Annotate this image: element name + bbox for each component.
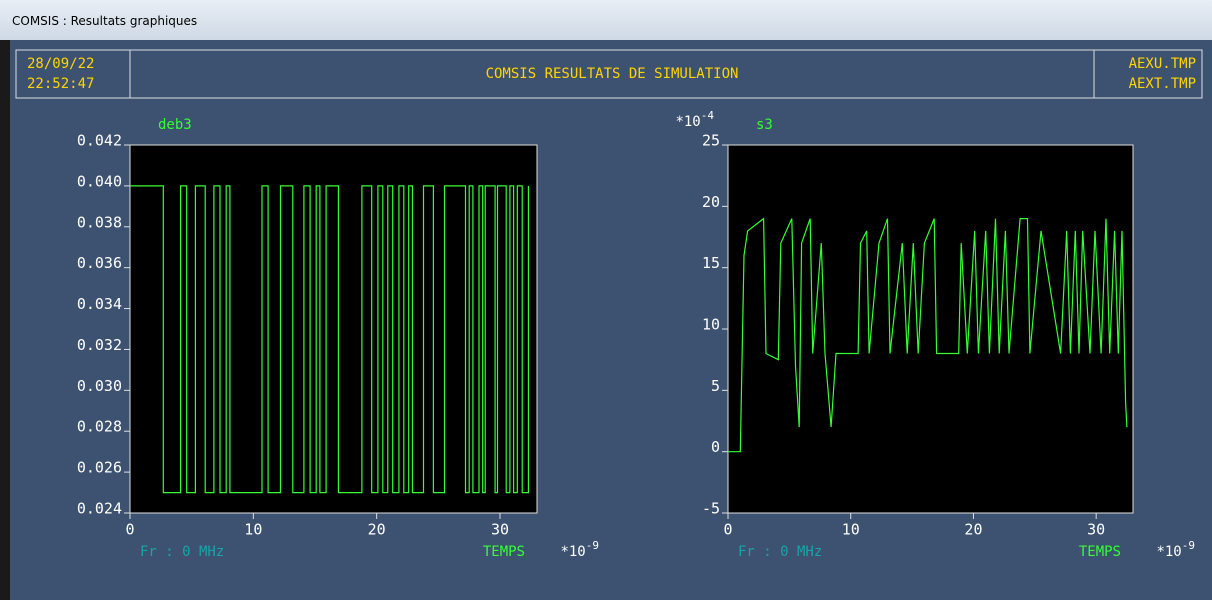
y-tick-label: -5 [702,500,720,518]
y-tick-label: 0.042 [77,132,122,150]
chart: 28/09/22 22:52:47 COMSIS RESULTATS DE SI… [0,0,1212,600]
y-tick-label: 5 [711,377,720,395]
x-axis-label: TEMPS [1079,544,1121,560]
x-tick-label: 10 [244,521,262,539]
y-tick-label: 0.028 [77,418,122,436]
x-tick-label: 0 [723,521,732,539]
y-tick-label: 10 [702,316,720,334]
axis-multiplier-exponent: -9 [1182,539,1195,552]
chart-title: s3 [756,117,773,133]
y-tick-label: 0.040 [77,172,122,190]
axis-multiplier-exponent: -4 [701,109,715,122]
y-tick-label: 25 [702,132,720,150]
x-tick-label: 30 [491,521,509,539]
plot-area [728,145,1133,513]
y-tick-label: 20 [702,193,720,211]
x-tick-label: 30 [1087,521,1105,539]
y-tick-label: 0.034 [77,295,122,313]
y-tick-label: 0.032 [77,336,122,354]
x-tick-label: 20 [368,521,386,539]
file-name: AEXT.TMP [1129,76,1196,92]
x-tick-label: 0 [125,521,134,539]
file-name: AEXU.TMP [1129,56,1196,72]
frequency-note: Fr : 0 MHz [738,544,822,560]
y-tick-label: 0.026 [77,459,122,477]
x-tick-label: 20 [964,521,982,539]
window: COMSIS : Resultats graphiques 28/09/22 2… [0,0,1212,600]
axis-multiplier-exponent: -9 [586,539,599,552]
axis-multiplier-base: *10 [560,544,585,560]
time: 22:52:47 [27,76,94,92]
y-tick-label: 0.036 [77,254,122,272]
y-tick-label: 0.024 [77,500,122,518]
y-tick-label: 0.038 [77,213,122,231]
axis-multiplier-base: *10 [675,114,700,130]
x-tick-label: 10 [842,521,860,539]
chart-title: deb3 [158,117,192,133]
header-title: COMSIS RESULTATS DE SIMULATION [486,66,739,82]
frequency-note: Fr : 0 MHz [140,544,224,560]
y-tick-label: 0.030 [77,377,122,395]
date: 28/09/22 [27,56,94,72]
x-axis-label: TEMPS [483,544,525,560]
y-tick-label: 0 [711,438,720,456]
plot-area [130,145,537,513]
axis-multiplier-base: *10 [1156,544,1181,560]
y-tick-label: 15 [702,254,720,272]
